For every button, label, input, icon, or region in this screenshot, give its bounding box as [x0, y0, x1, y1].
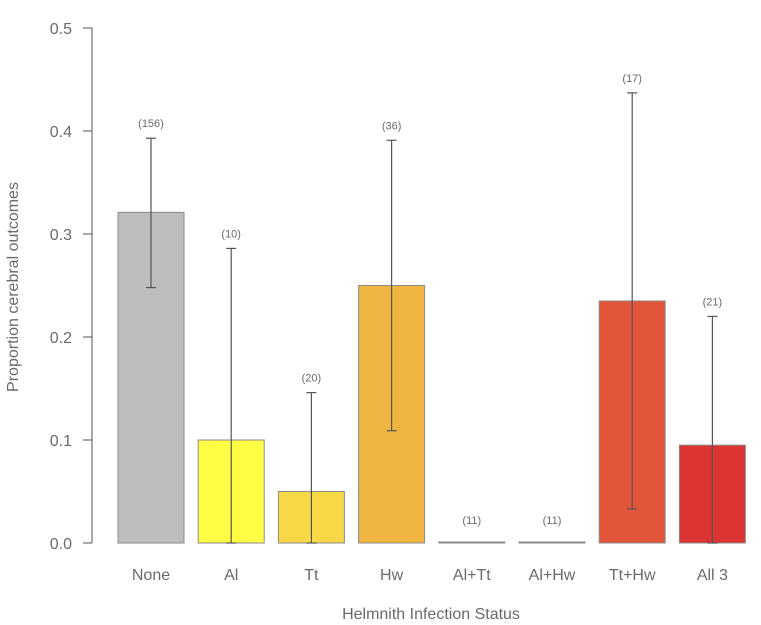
count-label: (36) [382, 120, 402, 132]
bar-al-tt [438, 541, 506, 544]
y-axis: 0.0 0.1 0.2 0.3 0.4 0.5 [50, 21, 93, 553]
x-tick-label: Tt+Hw [609, 567, 656, 584]
count-label: (156) [138, 118, 164, 130]
x-tick-label: Al+Tt [453, 567, 491, 584]
x-tick-label: Tt [304, 567, 319, 584]
y-tick-label: 0.3 [50, 227, 72, 244]
y-axis-title: Proportion cerebral outcomes [5, 182, 22, 392]
count-labels: (156) (10) (20) (36) (11) (11) (17) (21) [138, 73, 722, 527]
x-tick-label: All 3 [697, 567, 728, 584]
y-tick-label: 0.2 [50, 330, 72, 347]
count-label: (10) [221, 228, 241, 240]
y-tick-label: 0.0 [50, 536, 72, 553]
x-tick-label: None [132, 567, 170, 584]
error-bars [146, 92, 718, 544]
count-label: (11) [462, 515, 481, 527]
y-tick-label: 0.5 [50, 21, 72, 38]
x-tick-label: Al [224, 567, 238, 584]
x-axis-title: Helmnith Infection Status [342, 606, 520, 623]
y-tick-label: 0.1 [50, 433, 72, 450]
bar-al-hw [518, 541, 586, 544]
count-label: (20) [302, 373, 322, 385]
count-label: (11) [543, 515, 562, 527]
y-tick-label: 0.4 [50, 124, 72, 141]
count-label: (21) [703, 296, 723, 308]
x-axis-labels: None Al Tt Hw Al+Tt Al+Hw Tt+Hw All 3 [132, 567, 728, 584]
x-tick-label: Hw [380, 567, 404, 584]
bars [117, 211, 746, 544]
x-tick-label: Al+Hw [529, 567, 576, 584]
count-label: (17) [622, 73, 642, 85]
